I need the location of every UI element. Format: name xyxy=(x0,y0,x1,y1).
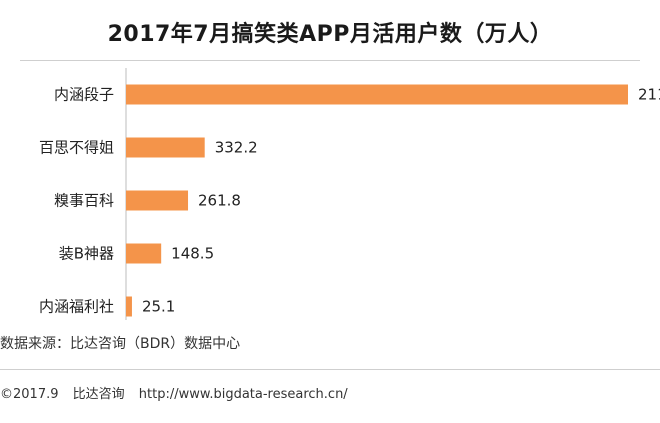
value-label-1: 2119.0 xyxy=(638,86,660,104)
title-divider xyxy=(20,60,640,61)
bar-2 xyxy=(126,137,205,158)
bar-1 xyxy=(126,84,628,105)
source-note: 数据来源：比达咨询（BDR）数据中心 xyxy=(0,336,241,352)
footer-divider xyxy=(0,369,660,370)
footer-copyright: ©2017.9 xyxy=(0,387,59,402)
footer-url-link[interactable]: http://www.bigdata-research.cn/ xyxy=(138,387,348,402)
value-label-4: 148.5 xyxy=(171,245,214,263)
category-label-5: 内涵福利社 xyxy=(39,298,114,316)
category-label-2: 百思不得姐 xyxy=(39,139,114,157)
chart-title: 2017年7月搞笑类APP月活用户数（万人） xyxy=(107,22,553,47)
category-label-4: 装B神器 xyxy=(59,245,114,263)
bar-5 xyxy=(126,296,132,317)
bar-chart: 内涵段子 2119.0 百思不得姐 332.2 糗事百科 261.8 装B神器 148.5 内涵… xyxy=(39,68,660,320)
value-label-3: 261.8 xyxy=(198,192,241,210)
footer: ©2017.9 比达咨询 http://www.bigdata-research… xyxy=(0,383,358,402)
footer-company: 比达咨询 xyxy=(72,387,125,402)
value-label-2: 332.2 xyxy=(215,139,258,157)
bar-3 xyxy=(126,190,189,211)
category-label-1: 内涵段子 xyxy=(54,86,114,104)
value-label-5: 25.1 xyxy=(142,298,175,316)
category-label-3: 糗事百科 xyxy=(54,192,114,210)
bar-4 xyxy=(126,243,162,264)
